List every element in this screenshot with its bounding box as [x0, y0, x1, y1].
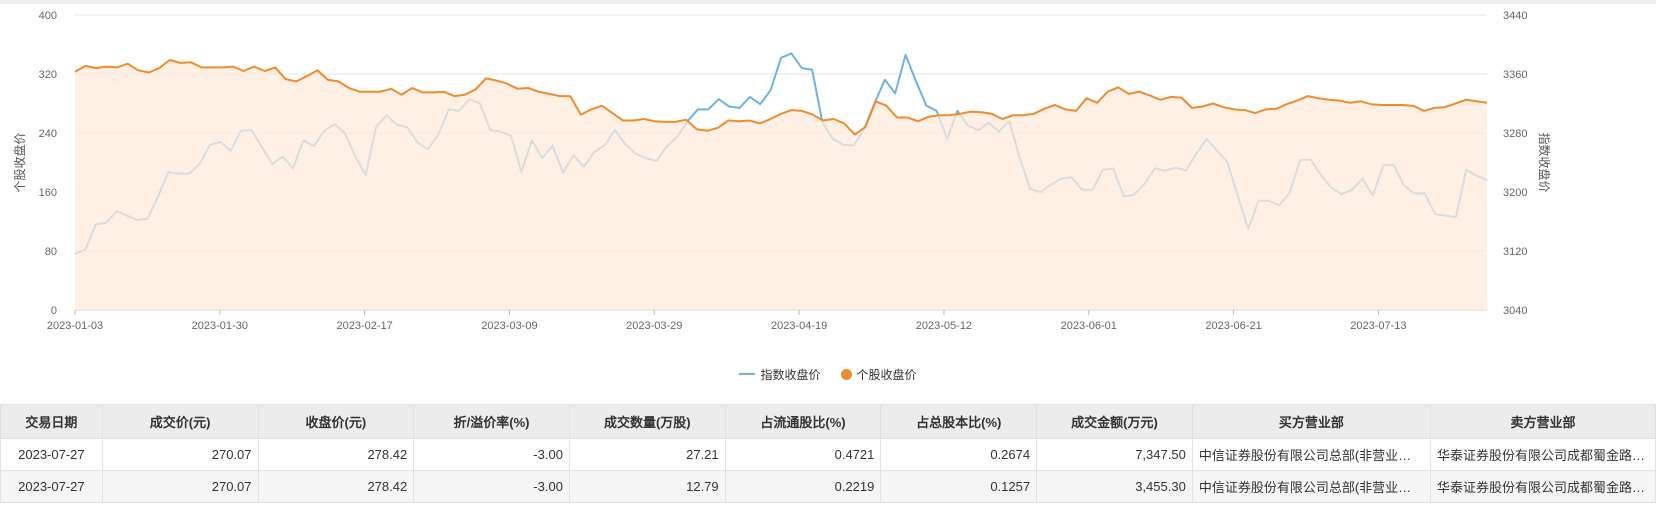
- y-right-tick-label: 3360: [1503, 69, 1527, 81]
- block-trade-table: 交易日期 成交价(元) 收盘价(元) 折/溢价率(%) 成交数量(万股) 占流通…: [0, 404, 1656, 503]
- cell-date: 2023-07-27: [0, 470, 103, 503]
- header-date[interactable]: 交易日期: [0, 404, 103, 439]
- series-line-stock: [74, 59, 1488, 136]
- header-buyer[interactable]: 买方营业部: [1191, 404, 1431, 439]
- x-tick-label: 2023-01-30: [192, 320, 248, 332]
- legend-dot-icon: [840, 368, 852, 380]
- chart-legend: 指数收盘价 个股收盘价: [0, 364, 1656, 384]
- y-left-tick-label: 0: [51, 305, 57, 317]
- cell-volume: 12.79: [568, 470, 726, 503]
- cell-buyer[interactable]: 中信证券股份有限公司总部(非营业场所): [1191, 470, 1431, 503]
- y-right-tick-label: 3040: [1503, 305, 1527, 317]
- y-left-tick-label: 400: [39, 10, 57, 22]
- legend-item-stock[interactable]: 个股收盘价: [840, 366, 917, 383]
- x-tick-label: 2023-01-03: [47, 320, 103, 332]
- cell-amount: 3,455.30: [1036, 470, 1193, 503]
- y-right-tick-label: 3280: [1503, 128, 1527, 140]
- cell-close-price: 278.42: [257, 470, 415, 503]
- cell-seller[interactable]: 华泰证券股份有限公司成都蜀金路证券营业部: [1429, 438, 1656, 471]
- x-tick-label: 2023-06-21: [1205, 320, 1261, 332]
- x-tick-label: 2023-07-13: [1350, 320, 1406, 332]
- y-left-axis-title: 个股收盘价: [12, 132, 27, 192]
- cell-close-price: 278.42: [257, 438, 415, 471]
- y-right-tick-label: 3200: [1503, 187, 1527, 199]
- cell-volume: 27.21: [568, 438, 726, 471]
- y-left-tick-label: 320: [39, 69, 57, 81]
- x-tick-label: 2023-05-12: [916, 320, 972, 332]
- y-left-tick-label: 240: [39, 128, 57, 140]
- cell-buyer[interactable]: 中信证券股份有限公司总部(非营业场所): [1191, 438, 1431, 471]
- x-tick-label: 2023-03-29: [626, 320, 682, 332]
- header-total-ratio[interactable]: 占总股本比(%): [880, 404, 1038, 439]
- x-tick-label: 2023-06-01: [1061, 320, 1117, 332]
- header-volume[interactable]: 成交数量(万股): [568, 404, 726, 439]
- cell-float-ratio: 0.2219: [724, 470, 882, 503]
- table-header-row: 交易日期 成交价(元) 收盘价(元) 折/溢价率(%) 成交数量(万股) 占流通…: [0, 404, 1656, 439]
- header-float-ratio[interactable]: 占流通股比(%): [724, 404, 882, 439]
- header-trade-price[interactable]: 成交价(元): [101, 404, 259, 439]
- cell-seller[interactable]: 华泰证券股份有限公司成都蜀金路证券营业部: [1429, 470, 1656, 503]
- cell-trade-price: 270.07: [101, 438, 259, 471]
- cell-premium-rate: -3.00: [413, 438, 570, 471]
- y-right-tick-label: 3120: [1503, 246, 1527, 258]
- x-tick-label: 2023-02-17: [337, 320, 393, 332]
- x-tick-label: 2023-04-19: [771, 320, 827, 332]
- x-tick-label: 2023-03-09: [481, 320, 537, 332]
- header-seller[interactable]: 卖方营业部: [1429, 404, 1656, 439]
- legend-item-index[interactable]: 指数收盘价: [739, 366, 821, 383]
- y-left-tick-label: 160: [39, 187, 57, 199]
- series-area-stock: [75, 60, 1487, 310]
- cell-amount: 7,347.50: [1036, 438, 1193, 471]
- legend-line-icon: [739, 373, 756, 375]
- cell-premium-rate: -3.00: [413, 470, 570, 503]
- cell-trade-price: 270.07: [101, 470, 259, 503]
- y-right-axis-title: 指数收盘价: [1537, 132, 1552, 192]
- cell-date: 2023-07-27: [0, 438, 103, 471]
- cell-total-ratio: 0.1257: [880, 470, 1038, 503]
- cell-total-ratio: 0.2674: [880, 438, 1038, 471]
- table-row: 2023-07-27 270.07 278.42 -3.00 27.21 0.4…: [0, 438, 1656, 471]
- header-close-price[interactable]: 收盘价(元): [257, 404, 415, 439]
- header-premium-rate[interactable]: 折/溢价率(%): [413, 404, 570, 439]
- legend-label-index: 指数收盘价: [760, 367, 821, 382]
- y-left-tick-label: 80: [45, 246, 57, 258]
- cell-float-ratio: 0.4721: [724, 438, 882, 471]
- table-row: 2023-07-27 270.07 278.42 -3.00 12.79 0.2…: [0, 470, 1656, 503]
- top-border: [0, 0, 1656, 4]
- y-right-tick-label: 3440: [1503, 10, 1527, 22]
- price-chart: 0 80 160 240 320 400 3040 3120 3200 3280 3360 3440 个…: [12, 10, 1552, 332]
- legend-label-stock: 个股收盘价: [856, 367, 917, 382]
- header-amount[interactable]: 成交金额(万元): [1036, 404, 1193, 439]
